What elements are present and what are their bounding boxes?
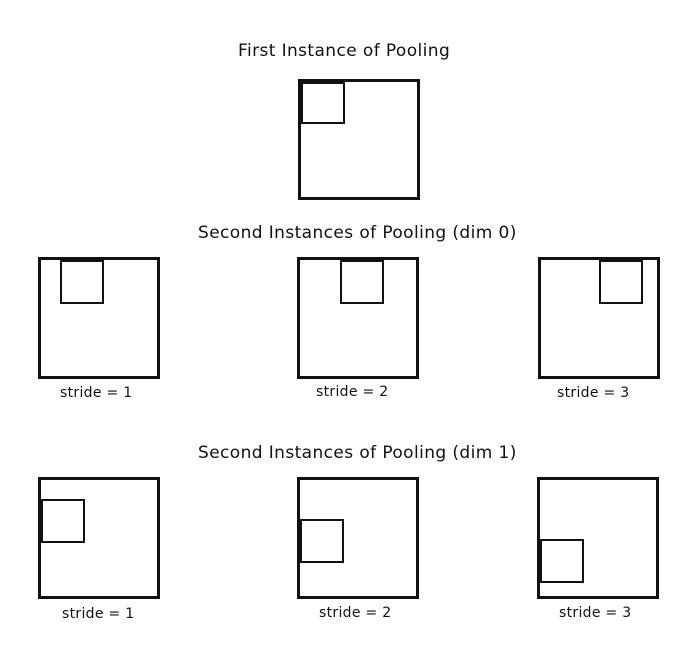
pooling-window (301, 82, 345, 124)
dim0-stride-3-grid (538, 257, 660, 379)
pooling-window (60, 260, 104, 304)
dim0-stride-label: stride = 3 (557, 385, 630, 401)
dim0-stride-label: stride = 1 (60, 385, 133, 401)
dim1-stride-1-grid (38, 477, 160, 599)
dim1-stride-2-grid (297, 477, 419, 599)
dim1-stride-label: stride = 1 (62, 606, 135, 622)
pooling-window (340, 260, 384, 304)
dim0-pooling-heading: Second Instances of Pooling (dim 0) (198, 223, 517, 243)
dim1-stride-label: stride = 3 (559, 605, 632, 621)
pooling-window (300, 519, 344, 563)
dim1-stride-label: stride = 2 (319, 605, 392, 621)
dim1-stride-3-grid (537, 477, 659, 599)
dim0-stride-label: stride = 2 (316, 384, 389, 400)
dim0-stride-2-grid (297, 257, 419, 379)
pooling-window (41, 499, 85, 543)
dim1-pooling-heading: Second Instances of Pooling (dim 1) (198, 443, 517, 463)
dim0-stride-1-grid (38, 257, 160, 379)
first-pooling-input-grid (298, 79, 420, 200)
pooling-window (599, 260, 643, 304)
pooling-window (540, 539, 584, 583)
first-pooling-heading: First Instance of Pooling (238, 41, 451, 61)
